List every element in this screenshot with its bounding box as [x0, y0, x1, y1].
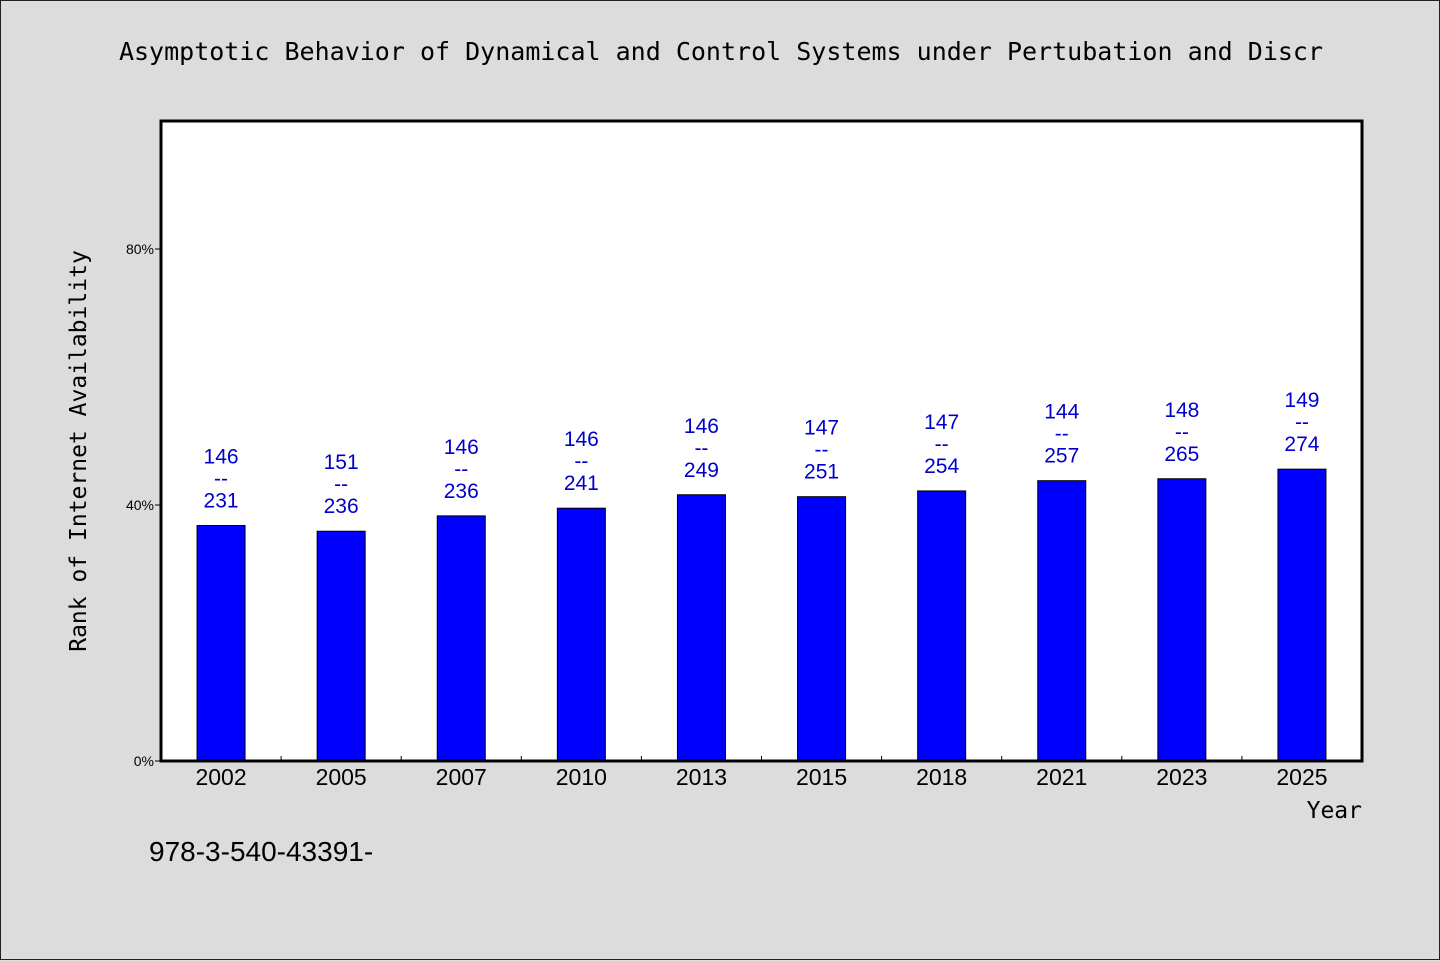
data-label: 151 [324, 451, 359, 474]
x-axis-label: Year [1307, 798, 1362, 824]
bar [436, 515, 486, 762]
y-tick-label: 40% [126, 497, 154, 513]
data-label: 146 [204, 445, 239, 468]
data-label: 148 [1164, 399, 1199, 422]
data-label: 144 [1044, 401, 1079, 424]
data-label: 146 [444, 436, 479, 459]
bar [556, 507, 606, 762]
x-tick-label: 2002 [195, 764, 246, 790]
data-label: 146 [564, 428, 599, 451]
x-tick-label: 2021 [1036, 764, 1087, 790]
bar [676, 494, 726, 762]
x-tick-label: 2007 [436, 764, 487, 790]
data-label: 257 [1044, 445, 1079, 468]
x-tick-label: 2025 [1276, 764, 1327, 790]
x-tick-label: 2005 [316, 764, 367, 790]
data-label: -- [574, 450, 588, 473]
data-label: 265 [1164, 443, 1199, 466]
bar [1037, 480, 1087, 762]
data-label: 249 [684, 459, 719, 482]
data-label: 251 [804, 461, 839, 484]
data-label: 236 [324, 495, 359, 518]
chart-title: Asymptotic Behavior of Dynamical and Con… [118, 37, 1324, 66]
bar [1157, 478, 1207, 762]
bar [316, 530, 366, 762]
data-label: -- [334, 473, 348, 496]
data-label: -- [1175, 421, 1189, 444]
x-tick-label: 2018 [916, 764, 967, 790]
x-tick-label: 2023 [1156, 764, 1207, 790]
x-tick-label: 2015 [796, 764, 847, 790]
data-label: 274 [1284, 433, 1319, 456]
x-tick-label: 2010 [556, 764, 607, 790]
isbn-note: 978-3-540-43391- [149, 836, 374, 867]
data-label: -- [815, 439, 829, 462]
y-tick-label: 80% [126, 241, 154, 257]
data-label: 241 [564, 472, 599, 495]
data-label: 236 [444, 480, 479, 503]
data-label: -- [1295, 411, 1309, 434]
bar [917, 490, 967, 762]
data-label: 147 [924, 411, 959, 434]
data-label: 231 [204, 489, 239, 512]
data-label: -- [454, 458, 468, 481]
bar [196, 524, 246, 762]
data-label: 147 [804, 417, 839, 440]
plot-border [159, 119, 1364, 763]
data-label: -- [214, 467, 228, 490]
y-tick-label: 0% [134, 753, 154, 769]
data-label: 149 [1284, 389, 1319, 412]
bar [797, 496, 847, 762]
data-label: 146 [684, 415, 719, 438]
data-label: -- [935, 433, 949, 456]
bar [1277, 468, 1327, 762]
x-tick-label: 2013 [676, 764, 727, 790]
data-label: -- [694, 437, 708, 460]
y-axis-label: Rank of Internet Availability [66, 250, 92, 652]
data-label: 254 [924, 455, 959, 478]
data-label: -- [1055, 423, 1069, 446]
